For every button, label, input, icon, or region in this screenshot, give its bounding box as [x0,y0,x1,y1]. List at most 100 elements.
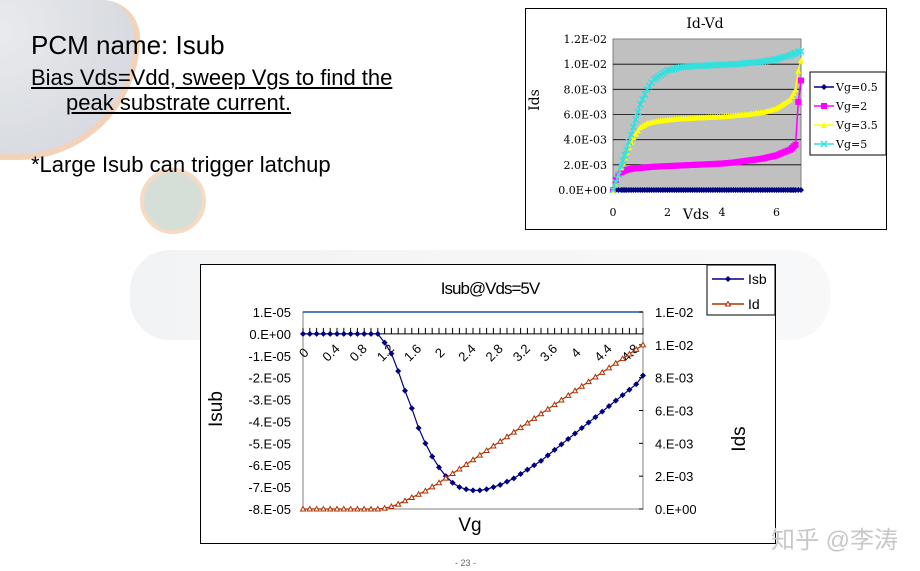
legend-label: Vg=0.5 [835,81,878,94]
data-point [592,373,599,380]
data-point [422,440,429,447]
y2-tick-label: 1.E-02 [655,338,693,353]
data-point [490,442,497,449]
data-point [538,457,544,464]
data-point [368,330,374,337]
data-point [634,108,642,116]
y2-tick-label: 0.E+00 [655,502,697,517]
data-point [609,186,617,194]
data-point [524,466,531,473]
data-point [629,123,637,131]
data-point [531,462,538,469]
legend-box [706,264,776,316]
latchup-note: *Large Isub can trigger latchup [31,152,331,177]
data-point [476,487,483,494]
data-point [645,82,653,90]
data-point [795,98,802,105]
data-point [585,378,592,385]
data-point [558,396,565,403]
data-point [623,146,631,154]
data-point [517,424,524,431]
legend-marker [724,300,732,307]
data-point [401,497,409,504]
data-point [537,410,545,417]
slide-title: PCM name: Isub [31,30,225,60]
data-point [415,490,422,497]
data-point [347,505,354,512]
data-point [632,116,640,124]
y-tick-label: 8.0E-03 [564,83,607,96]
y2-tick-label: 8.E-03 [655,371,693,386]
data-point [787,96,794,103]
data-point [333,505,341,512]
bias-description-line1: Bias Vds=Vdd, sweep Vgs to find the [31,65,393,90]
data-point [792,141,799,148]
data-point [435,479,443,486]
data-point [638,95,647,103]
data-point [641,90,649,98]
data-point [612,359,620,366]
data-point [456,484,463,491]
data-point [442,474,450,481]
data-point [578,382,586,389]
y-tick-label: -2.E-05 [248,371,291,386]
y-tick-label: -1.E-05 [248,349,291,364]
data-point [497,481,504,488]
legend-label: Vg=3.5 [835,119,878,132]
y-tick-label: -6.E-05 [248,458,291,473]
x-tick-label: 4 [718,206,725,219]
x-axis-label: Vds [682,207,709,223]
data-point [592,414,599,421]
data-point [415,425,422,432]
data-point [374,330,381,337]
y-tick-label: 0.E+00 [249,327,291,342]
data-point [320,505,327,512]
x-tick-label: 2 [664,206,671,219]
data-point [544,452,551,459]
data-point [530,414,538,421]
x-axis-label: Vg [458,515,481,536]
data-point [395,368,402,375]
data-point [636,100,644,108]
data-point [320,330,327,337]
data-point [326,505,334,512]
data-point [614,171,622,179]
data-point [797,48,805,56]
data-point [551,401,558,408]
y-tick-label: -8.E-05 [248,502,291,517]
data-point [483,447,490,454]
data-point [300,330,306,337]
data-point [794,48,802,56]
data-point [565,435,572,442]
data-point [632,345,640,352]
y-tick-label: 0.0E+00 [558,184,607,197]
data-point [571,387,579,394]
y-axis-label: Isub [206,391,227,427]
data-point [612,397,619,404]
data-point [463,486,470,493]
data-point [510,475,517,482]
y-tick-label: 6.0E-03 [564,109,607,122]
data-point [503,433,511,440]
y-tick-label: -5.E-05 [248,436,291,451]
data-point [449,470,456,477]
data-point [360,505,368,512]
y-tick-label: 1.0E-02 [564,58,607,71]
data-point [621,151,629,159]
page-number: - 23 - [455,558,477,568]
data-point [524,419,531,426]
data-point [627,131,635,139]
data-point [510,428,518,435]
data-point [381,504,388,511]
data-point [361,330,368,337]
data-point [462,460,470,467]
y2-tick-label: 4.E-03 [655,436,693,451]
data-point [354,505,361,512]
data-point [313,330,320,337]
y-tick-label: 1.2E-02 [564,33,607,46]
data-point [449,479,456,486]
legend-marker [821,103,827,109]
data-point [470,487,476,494]
data-point [790,89,797,96]
data-point [640,372,646,379]
